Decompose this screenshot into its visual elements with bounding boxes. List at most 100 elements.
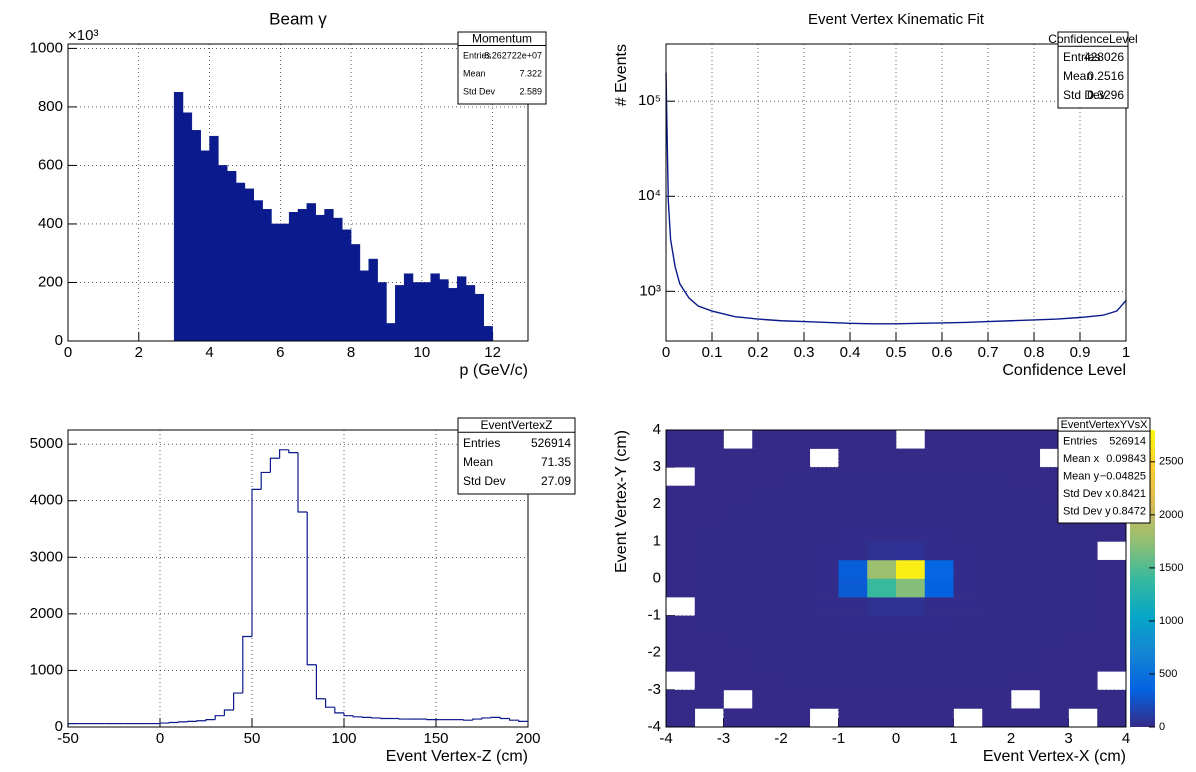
heatmap-cell bbox=[896, 689, 926, 709]
histogram-step bbox=[67, 723, 78, 727]
x-tick-label: 0 bbox=[64, 344, 72, 361]
heatmap-cell bbox=[1011, 671, 1041, 691]
heatmap-cell bbox=[1011, 504, 1041, 524]
histogram-step bbox=[463, 719, 473, 721]
heatmap-cell bbox=[666, 708, 696, 728]
histogram-step bbox=[168, 721, 179, 724]
heatmap-cell bbox=[867, 615, 897, 635]
heatmap-cell bbox=[1097, 559, 1127, 579]
x-tick-label: -50 bbox=[57, 730, 79, 747]
heatmap-cell bbox=[896, 578, 926, 598]
heatmap-cell bbox=[896, 671, 926, 691]
y-tick-label: 5000 bbox=[30, 435, 63, 452]
heatmap-cell bbox=[1011, 615, 1041, 635]
heatmap-cell bbox=[781, 615, 811, 635]
heatmap-cell bbox=[896, 522, 926, 542]
heatmap-cell bbox=[982, 485, 1012, 505]
heatmap-cell bbox=[694, 541, 724, 561]
heatmap-cell bbox=[809, 689, 839, 709]
heatmap-cell bbox=[838, 634, 868, 654]
bar bbox=[253, 200, 263, 342]
heatmap-cell bbox=[924, 671, 954, 691]
y-tick-label: 2 bbox=[653, 495, 661, 512]
y-exponent: ×10³ bbox=[68, 27, 98, 44]
stats-label: Mean bbox=[463, 455, 493, 469]
heatmap-cell bbox=[666, 448, 696, 468]
heatmap-cell bbox=[982, 467, 1012, 486]
plot-frame bbox=[67, 429, 529, 728]
x-tick-label: 0 bbox=[662, 344, 670, 361]
heatmap-cell bbox=[809, 652, 839, 672]
y-tick-label: 400 bbox=[38, 215, 63, 232]
heatmap-cell bbox=[896, 615, 926, 635]
stats-label: Std Dev bbox=[1063, 88, 1106, 102]
heatmap-cell bbox=[924, 522, 954, 542]
histogram-step bbox=[361, 716, 372, 718]
heatmap-cell bbox=[953, 634, 983, 654]
heatmap-cell bbox=[953, 671, 983, 691]
heatmap-cell bbox=[752, 448, 782, 468]
heatmap-cell bbox=[953, 430, 983, 449]
y-tick-label: 10⁵ bbox=[638, 92, 661, 109]
heatmap-cell bbox=[1097, 597, 1127, 616]
heatmap-cell bbox=[1068, 652, 1098, 672]
heatmap-cell bbox=[1011, 467, 1041, 486]
bar bbox=[368, 258, 378, 342]
heatmap-cell bbox=[1011, 430, 1041, 449]
heatmap-cell bbox=[1011, 559, 1041, 579]
y-tick-label: 200 bbox=[38, 273, 63, 290]
heatmap-cell bbox=[666, 522, 696, 542]
heatmap-cell bbox=[924, 597, 954, 616]
heatmap-cell bbox=[723, 578, 753, 598]
y-tick-label: 10³ bbox=[639, 282, 661, 299]
heatmap-cell bbox=[924, 504, 954, 524]
heatmap-cell bbox=[694, 522, 724, 542]
heatmap-cell bbox=[1011, 448, 1041, 468]
stats-title: EventVertexZ bbox=[480, 418, 552, 432]
y-tick-label: -3 bbox=[648, 681, 661, 698]
heatmap-cell bbox=[752, 559, 782, 579]
heatmap-cell bbox=[781, 597, 811, 616]
heatmap-cell bbox=[809, 671, 839, 691]
heatmap-cell bbox=[867, 559, 897, 579]
heatmap-cell bbox=[723, 504, 753, 524]
bar bbox=[226, 171, 237, 342]
heatmap-cell bbox=[924, 578, 954, 598]
x-tick-label: 100 bbox=[331, 730, 356, 747]
bar bbox=[359, 270, 370, 342]
x-tick-label: 0.4 bbox=[840, 344, 861, 361]
heatmap-cell bbox=[867, 689, 897, 709]
heatmap-cell bbox=[953, 689, 983, 709]
heatmap-cell bbox=[982, 615, 1012, 635]
histogram-step bbox=[334, 707, 344, 714]
colorbar-tick-label: 2500 bbox=[1159, 456, 1183, 468]
stats-value: 526914 bbox=[1109, 436, 1146, 448]
heatmap-cell bbox=[781, 559, 811, 579]
stats-value: 0.2516 bbox=[1087, 69, 1124, 83]
heatmap-cell bbox=[723, 522, 753, 542]
heatmap-cell bbox=[867, 708, 897, 728]
heatmap-cell bbox=[867, 597, 897, 616]
bar bbox=[341, 229, 352, 342]
heatmap-cell bbox=[809, 504, 839, 524]
stats-value: 428026 bbox=[1084, 50, 1124, 64]
heatmap-cell bbox=[1068, 597, 1098, 616]
heatmap-cell bbox=[982, 708, 1012, 728]
bar bbox=[244, 188, 255, 342]
y-tick-label: 1 bbox=[653, 532, 661, 549]
stats-label: Std Dev x bbox=[1063, 488, 1111, 500]
stats-label: Std Dev y bbox=[1063, 506, 1111, 518]
heatmap-cell bbox=[781, 652, 811, 672]
heatmap-cell bbox=[781, 522, 811, 542]
stats-label: Entries bbox=[1063, 436, 1098, 448]
bar bbox=[350, 244, 361, 342]
stats-value: 0.8472 bbox=[1112, 506, 1146, 518]
x-tick-label: 50 bbox=[244, 730, 261, 747]
panel: -50 0 50 100 150 200010002000300040005000Even… bbox=[30, 417, 576, 765]
heatmap-cell bbox=[924, 559, 954, 579]
heatmap-cell bbox=[1068, 578, 1098, 598]
x-tick-label: 3 bbox=[1064, 730, 1072, 747]
y-tick-label: 3 bbox=[653, 458, 661, 475]
heatmap-cell bbox=[896, 559, 926, 579]
heatmap-cell bbox=[723, 559, 753, 579]
